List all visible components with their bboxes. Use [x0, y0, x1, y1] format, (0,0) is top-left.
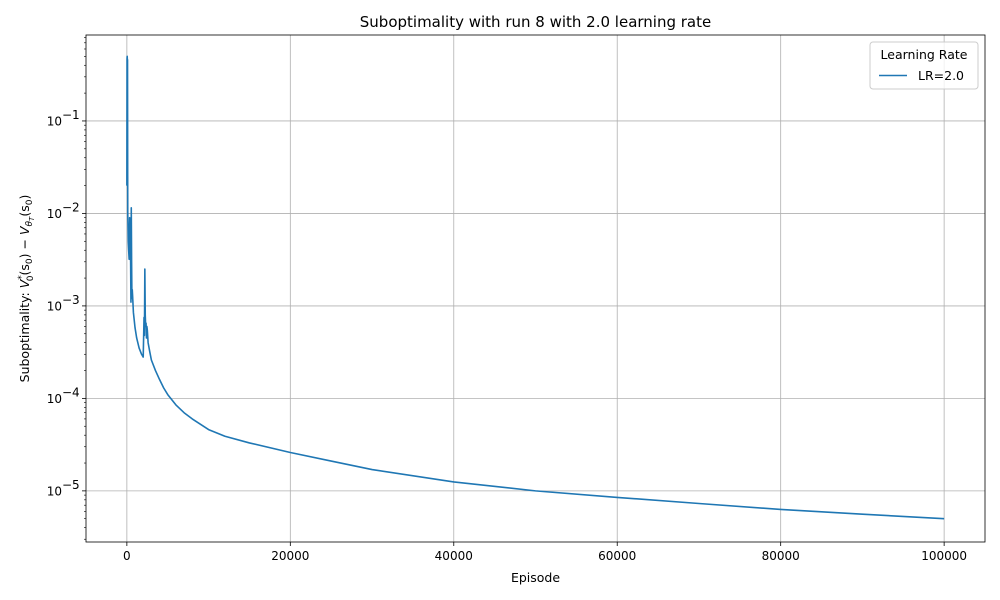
y-label-close: ) — [17, 195, 32, 200]
series-line-0 — [126, 55, 945, 520]
y-tick-label-exponent: −4 — [62, 385, 80, 399]
y-axis: 10−510−410−310−210−1 — [47, 37, 86, 540]
series-layer — [126, 55, 945, 520]
y-label-prefix: Suboptimality: — [17, 288, 32, 382]
y-label-arg2: (s — [17, 205, 32, 216]
legend-box — [869, 41, 979, 90]
y-label-minus: ) − — [17, 235, 32, 258]
x-axis: 0 20000 40000 60000 80000 100000 — [123, 542, 967, 563]
y-tick-label-exponent: −2 — [62, 200, 80, 214]
y-label-vtheta-sub: θ — [25, 220, 35, 226]
x-tick-label: 100000 — [921, 549, 967, 563]
chart-title: Suboptimality with run 8 with 2.0 learni… — [360, 13, 711, 31]
y-tick-label: 10 — [47, 392, 62, 406]
x-tick-label: 40000 — [435, 549, 473, 563]
y-label-vtheta: V — [17, 225, 32, 235]
y-tick-label-exponent: −5 — [62, 478, 80, 492]
legend: Learning Rate LR=2.0 — [869, 41, 979, 90]
legend-title: Learning Rate — [881, 47, 968, 62]
y-tick-label: 10 — [47, 207, 62, 221]
y-label-arg1: (s — [17, 264, 32, 275]
y-tick-label: 10 — [47, 299, 62, 313]
y-label-vtheta-subsub: T — [28, 216, 36, 221]
x-axis-label: Episode — [511, 570, 560, 585]
plot-frame — [85, 34, 986, 543]
y-axis-label: Suboptimality: V*0(s0) − VθT(s0) — [17, 195, 36, 383]
x-tick-label: 20000 — [271, 549, 309, 563]
y-label-vstar: V — [17, 278, 32, 288]
legend-entry-lr-2: LR=2.0 — [918, 68, 964, 83]
y-tick-label: 10 — [47, 484, 62, 498]
x-tick-label: 0 — [123, 549, 131, 563]
y-tick-label: 10 — [47, 114, 62, 128]
y-tick-label-exponent: −1 — [62, 108, 80, 122]
y-label-arg1-sub: 0 — [25, 258, 35, 264]
y-label-vstar-sup: * — [17, 275, 27, 280]
x-tick-label: 80000 — [762, 549, 800, 563]
y-label-vstar-sub: 0 — [26, 275, 36, 281]
x-tick-label: 60000 — [598, 549, 636, 563]
y-tick-label-exponent: −3 — [62, 293, 80, 307]
y-label-arg2-sub: 0 — [25, 199, 35, 205]
grid — [86, 35, 985, 542]
